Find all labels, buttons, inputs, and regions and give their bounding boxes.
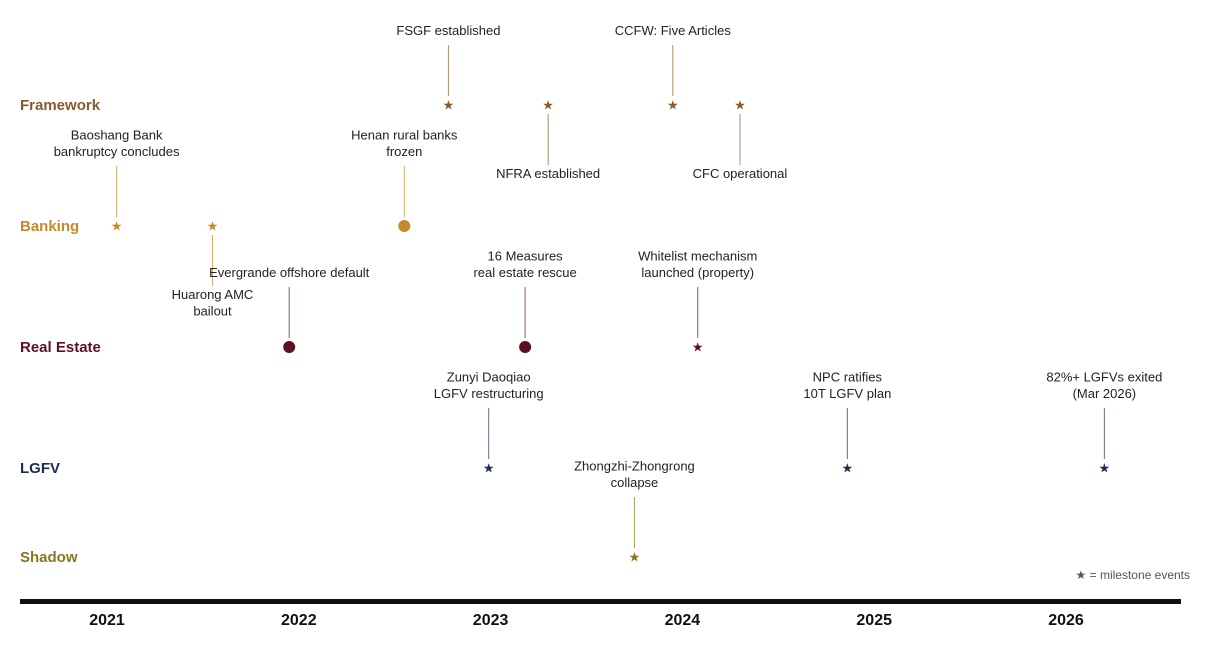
event-label: Zunyi Daoqiao [447,370,531,385]
event: 82%+ LGFVs exited(Mar 2026) ★ [1046,370,1162,477]
event: CFC operational ★ [693,99,788,182]
event-marker-circle [519,341,532,353]
lane-label-banking: Banking [20,218,79,235]
event: CCFW: Five Articles ★ [615,23,732,114]
star-icon: ★ [842,462,854,477]
event-label: LGFV restructuring [434,386,544,401]
event-label: NFRA established [496,166,600,181]
event: Huarong AMC bailout ★ [172,220,254,319]
event-label: FSGF established [396,23,500,38]
event-label: collapse [611,475,659,490]
event-marker-circle [398,220,411,232]
year-label: 2022 [281,612,317,629]
event-label: bailout [193,304,232,319]
event-label: 16 Measures [488,249,564,264]
event-label: Evergrande offshore default [209,265,370,280]
event-label: Whitelist mechanism [638,249,757,264]
year-label: 2025 [856,612,892,629]
year-label: 2023 [473,612,509,629]
events-layer: FSGF established★NFRA established★CCFW: … [54,23,1163,566]
event-label: NPC ratifies [813,370,883,385]
star-icon: ★ [629,551,641,566]
lane-label-realestate: Real Estate [20,339,101,356]
star-icon: ★ [667,99,679,114]
star-icon: ★ [207,220,219,235]
event-label: launched (property) [641,265,754,280]
event-label: 10T LGFV plan [803,386,891,401]
event-label: 82%+ LGFVs exited [1046,370,1162,385]
event-label: (Mar 2026) [1073,386,1137,401]
star-icon: ★ [692,341,704,356]
event-label: CFC operational [693,166,788,181]
lane-label-framework: Framework [20,97,101,114]
event: NFRA established ★ [496,99,600,182]
year-label: 2026 [1048,612,1084,629]
event-label: real estate rescue [473,265,576,280]
event-marker-circle [283,341,296,353]
lane-label-lgfv: LGFV [20,460,60,477]
event-label: frozen [386,144,422,159]
year-labels: 2021 2022 2023 2024 2025 2026 [89,612,1084,629]
legend: ★ = milestone events [1076,568,1190,582]
year-label: 2024 [665,612,701,629]
year-label: 2021 [89,612,125,629]
event-label: Baoshang Bank [71,128,163,143]
timeline-axis [20,599,1181,604]
lane-label-shadow: Shadow [20,549,78,566]
star-icon: ★ [1099,462,1111,477]
event-label: Huarong AMC [172,287,254,302]
event-label: Zhongzhi-Zhongrong [574,459,695,474]
star-icon: ★ [734,99,746,114]
star-icon: ★ [483,462,495,477]
event-label: Henan rural banks [351,128,458,143]
star-icon: ★ [443,99,455,114]
star-icon: ★ [542,99,554,114]
event-label: CCFW: Five Articles [615,23,732,38]
event-label: bankruptcy concludes [54,144,180,159]
lane-labels: Framework Banking Real Estate LGFV Shadow [20,97,101,566]
event: Evergrande offshore default [209,265,370,353]
event: FSGF established ★ [396,23,500,114]
star-icon: ★ [111,220,123,235]
